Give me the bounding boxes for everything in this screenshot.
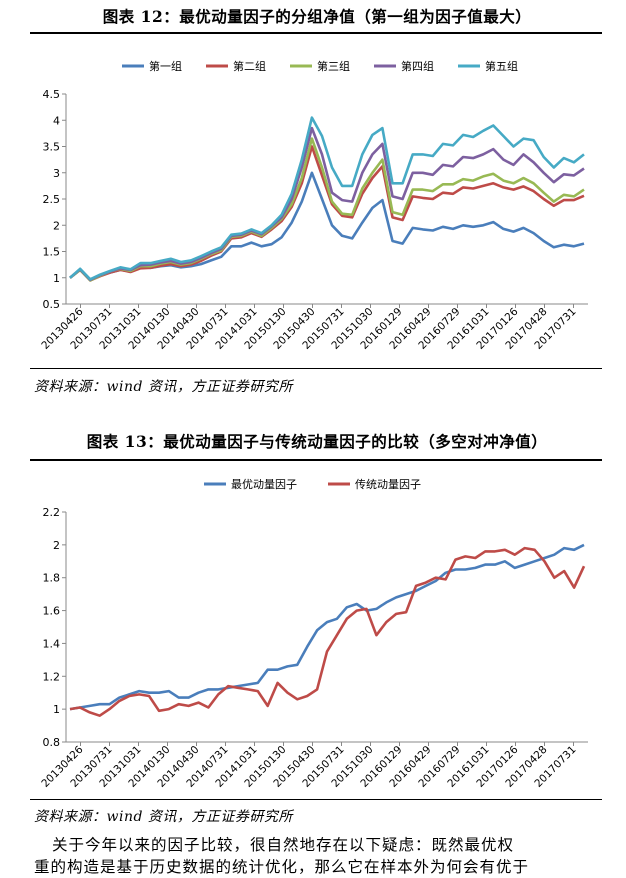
fig12-series-line-3 (69, 137, 585, 282)
fig12-y-tick-label-5: 3 (53, 167, 60, 180)
figure-12-title: 图表 12：最优动量因子的分组净值（第一组为因子值最大） (102, 7, 532, 26)
fig13-y-tick-label-3: 1.4 (43, 637, 61, 650)
fig13-y-tick-label-0: 0.8 (43, 736, 61, 749)
fig12-legend-label-3: 第三组 (317, 59, 350, 73)
figure-12-bottom-rule (30, 368, 602, 369)
figure-12-source: 资料来源：wind 资讯，方正证券研究所 (34, 379, 293, 395)
fig13-legend-label-2: 传统动量因子 (355, 478, 421, 491)
fig13-legend-label-1: 最优动量因子 (231, 478, 297, 491)
fig13-y-tick-label-7: 2.2 (43, 506, 61, 519)
fig13-y-tick-label-6: 2 (53, 539, 60, 552)
figure-13-top-rule (30, 459, 602, 461)
fig13-legend: 最优动量因子 传统动量因子 (204, 478, 421, 491)
figure-12-top-rule (30, 32, 602, 34)
figure-12-chart: 第一组 第二组 第三组 第四组 第五组0.511.522.533.544.5201304… (39, 59, 588, 352)
fig12-series-line-5 (69, 116, 585, 281)
fig13-series-line-1 (69, 543, 585, 711)
fig12-y-tick-label-0: 0.5 (43, 298, 61, 311)
fig12-y-tick-label-3: 2 (53, 219, 60, 232)
fig13-y-tick-label-4: 1.6 (43, 605, 61, 618)
fig12-y-tick-label-6: 3.5 (43, 141, 61, 154)
fig12-series-line-2 (69, 145, 585, 282)
figure-13-source: 资料来源：wind 资讯，方正证券研究所 (34, 809, 293, 825)
fig13-series-line-2 (69, 546, 586, 717)
fig12-y-tick-label-8: 4.5 (43, 88, 61, 101)
fig12-y-tick-label-2: 1.5 (43, 246, 61, 259)
fig12-legend: 第一组 第二组 第三组 第四组 第五组 (122, 59, 518, 73)
fig13-y-tick-label-5: 1.8 (43, 572, 61, 585)
fig12-y-tick-label-1: 1 (53, 272, 60, 285)
fig12-y-tick-label-4: 2.5 (43, 193, 61, 206)
fig12-legend-label-1: 第一组 (149, 59, 182, 73)
fig13-y-tick-label-1: 1 (53, 703, 60, 716)
fig12-y-tick-label-7: 4 (53, 114, 60, 127)
figure-13-chart: 最优动量因子 传统动量因子0.811.21.41.61.822.220130426… (39, 478, 588, 790)
fig12-legend-label-5: 第五组 (485, 59, 518, 73)
fig13-y-tick-label-2: 1.2 (43, 670, 61, 683)
fig12-series-line-4 (69, 126, 585, 282)
figure-13-title: 图表 13：最优动量因子与传统动量因子的比较（多空对冲净值） (86, 432, 548, 451)
paragraph-line-2: 重的构造是基于历史数据的统计优化，那么它在样本外为何会有优于 (34, 858, 530, 876)
fig12-legend-label-4: 第四组 (401, 59, 434, 73)
paragraph-line-1: 关于今年以来的因子比较，很自然地存在以下疑虑：既然最优权 (52, 836, 515, 854)
fig12-legend-label-2: 第二组 (233, 59, 266, 73)
figure-13-bottom-rule (30, 799, 602, 800)
